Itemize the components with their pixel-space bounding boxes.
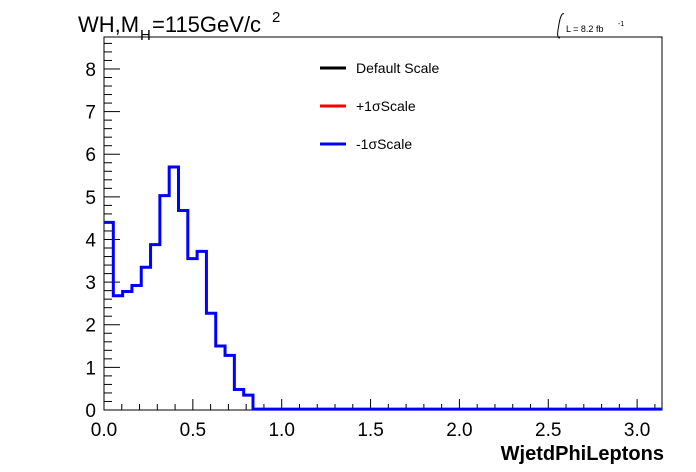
y-tick-label: 6	[85, 145, 96, 166]
legend-label: +1σScale	[356, 98, 416, 114]
x-tick-label: 2.0	[446, 420, 472, 441]
legend-label: Default Scale	[356, 60, 439, 76]
y-tick-label: 8	[85, 60, 96, 81]
legend: Default Scale +1σScale -1σScale	[320, 60, 439, 152]
y-tick-label: 0	[85, 401, 96, 422]
legend-label: -1σScale	[356, 136, 412, 152]
chart-title-subscript: H	[140, 27, 151, 44]
x-tick-label: 0.5	[180, 420, 206, 441]
y-tick-label: 3	[85, 273, 96, 294]
x-tick-label: 2.5	[535, 420, 561, 441]
x-axis-title: WjetdPhiLeptons	[501, 443, 664, 465]
x-tick-label: 1.5	[357, 420, 383, 441]
y-tick-label: 1	[85, 358, 96, 379]
luminosity-label: L = 8.2 fb -1	[557, 13, 624, 39]
lumi-text: L = 8.2 fb	[566, 24, 603, 34]
chart-title-superscript: 2	[272, 9, 280, 26]
series-layer	[104, 165, 662, 411]
x-tick-label: 0.0	[91, 420, 117, 441]
x-tick-label: 1.0	[268, 420, 294, 441]
x-tick-label: 3.0	[624, 420, 650, 441]
series-line-0	[104, 165, 662, 411]
chart-title-rest: =115GeV/c	[152, 12, 261, 37]
y-tick-label: 7	[85, 103, 96, 124]
y-tick-label: 5	[85, 188, 96, 209]
chart-title-main: WH,M	[78, 12, 139, 37]
lumi-superscript: -1	[618, 21, 624, 28]
y-tick-label: 4	[85, 230, 96, 251]
y-tick-label: 2	[85, 316, 96, 337]
y-axis: 0 1 2 3 4 5 6 7 8	[85, 42, 120, 422]
integral-sign-icon	[557, 13, 565, 39]
x-axis: 0.0 0.5 1.0 1.5 2.0 2.5 3.0	[91, 399, 656, 441]
